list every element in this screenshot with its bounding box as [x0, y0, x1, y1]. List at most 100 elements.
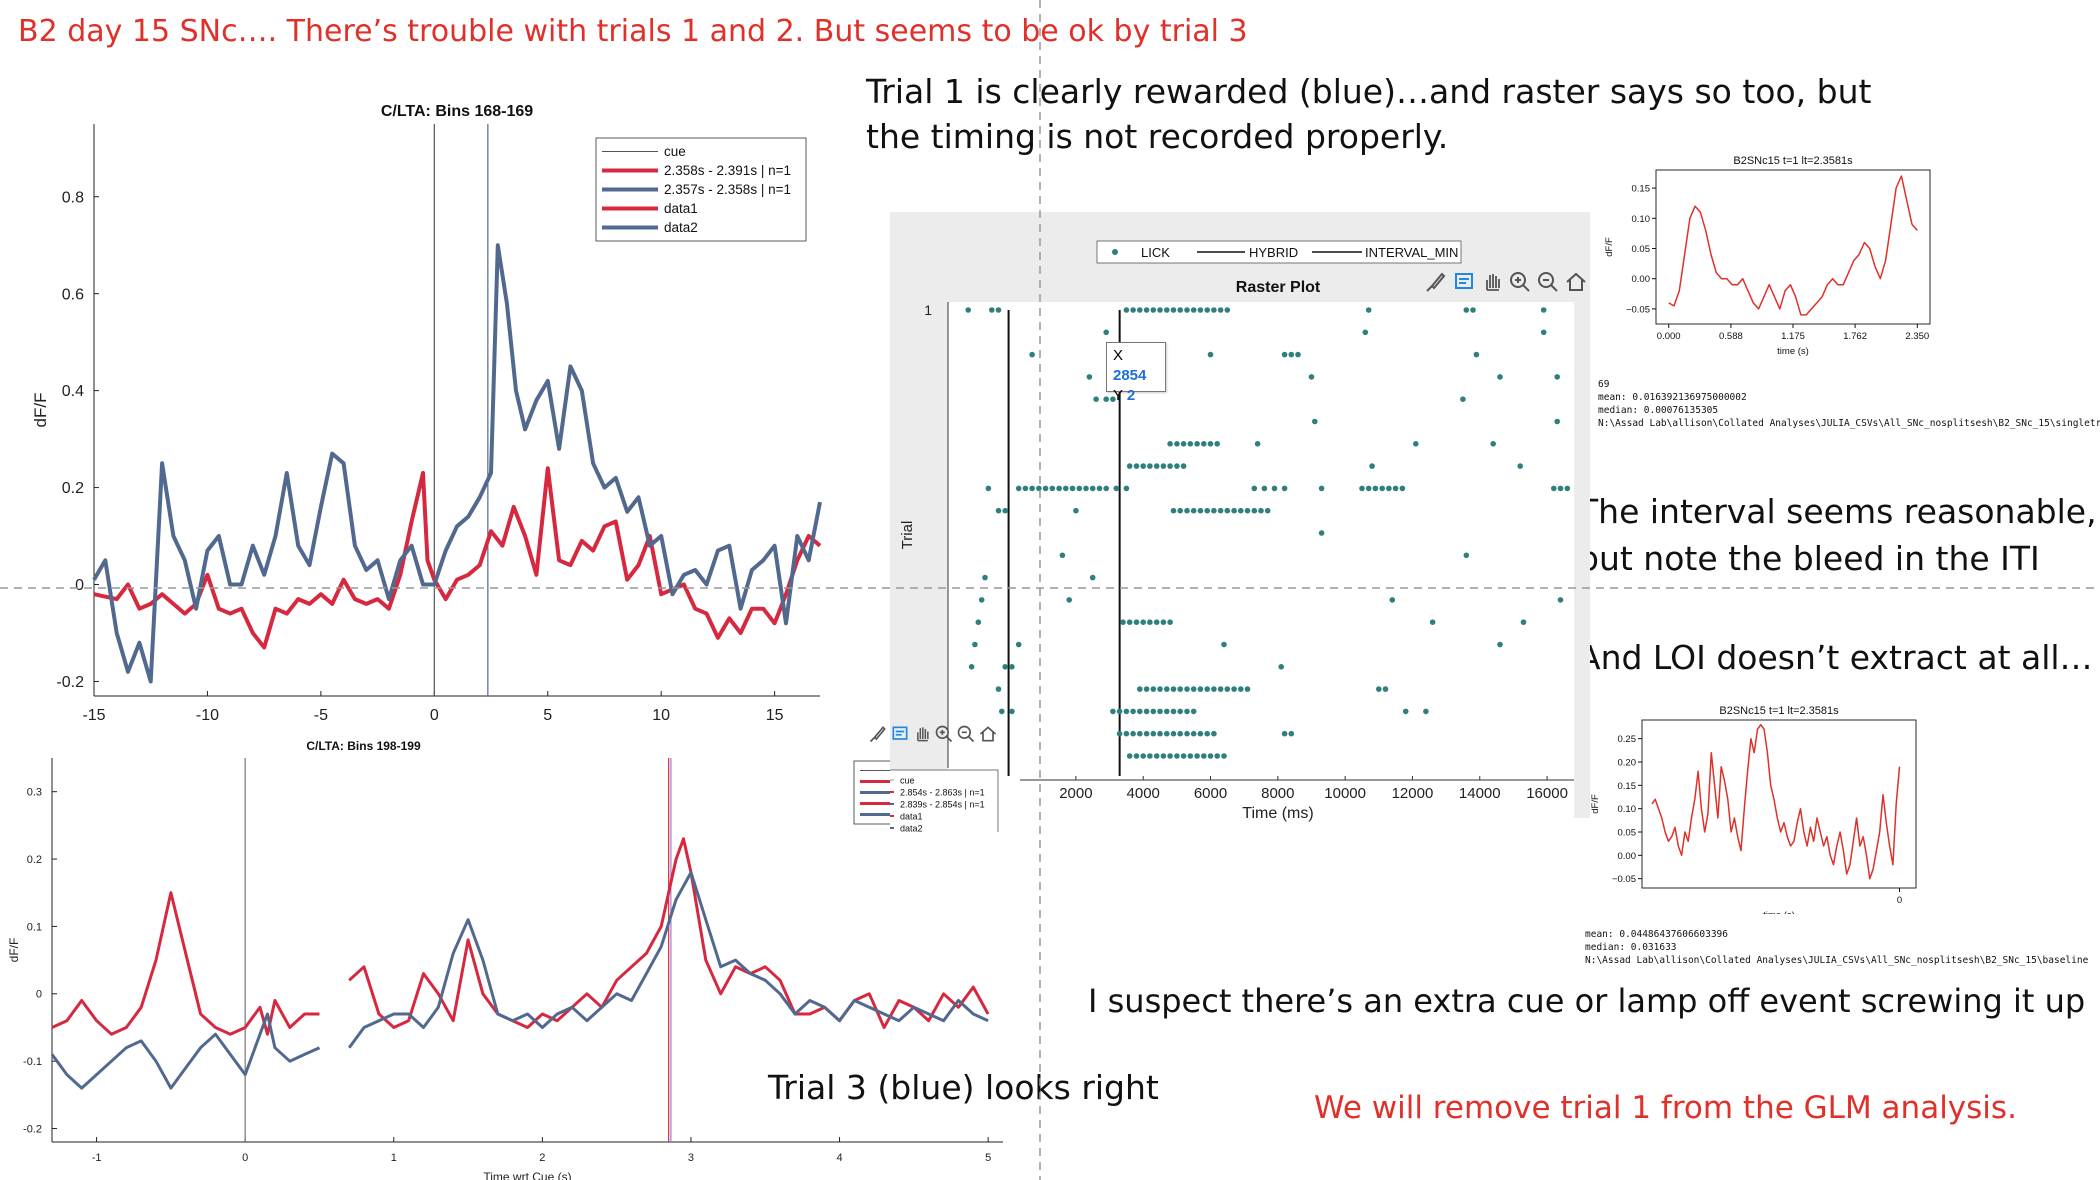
lick-dot — [1150, 307, 1157, 313]
lick-dot — [1258, 507, 1264, 514]
lick-dot — [1221, 641, 1227, 648]
note-interval-line2: but note the bleed in the ITI — [1578, 539, 2040, 578]
lick-dot — [1281, 351, 1288, 358]
x-tick-label: 4000 — [1127, 785, 1160, 802]
x-tick-label: 2000 — [1059, 785, 1092, 802]
lick-dot — [1254, 441, 1261, 447]
datatip-icon[interactable] — [890, 724, 910, 744]
lick-dot — [1140, 619, 1146, 625]
lick-dot — [1190, 307, 1197, 313]
lick-dot — [1140, 753, 1146, 759]
lick-dot — [1170, 307, 1177, 313]
lick-dot — [975, 619, 982, 625]
lick-dot — [1214, 441, 1220, 447]
lick-dot — [1126, 753, 1133, 759]
datatip-icon[interactable] — [1452, 270, 1476, 294]
lick-dot — [1143, 708, 1150, 715]
brush-icon[interactable] — [868, 724, 888, 744]
lick-dot — [978, 597, 985, 603]
lick-dot — [965, 307, 971, 313]
lick-dot — [1204, 307, 1210, 313]
lick-dot — [1497, 641, 1503, 648]
lick-dot — [1308, 374, 1315, 380]
lick-dot — [1177, 307, 1183, 313]
home-icon[interactable] — [1564, 270, 1588, 294]
legend-label: LICK — [1141, 245, 1170, 260]
y-tick-label: -0.2 — [56, 674, 84, 691]
lick-dot — [1170, 708, 1177, 715]
series-line-data2-0 — [50, 1012, 321, 1090]
pan-hand-icon[interactable] — [912, 724, 932, 744]
legend-swatch-lick — [1112, 249, 1118, 255]
datatip-y-label: Y — [1113, 387, 1123, 404]
lick-dot — [1177, 686, 1183, 692]
lick-dot — [1204, 730, 1210, 737]
lick-dot — [1217, 507, 1224, 514]
x-tick-label: 8000 — [1261, 785, 1294, 802]
lick-dot — [1190, 730, 1197, 737]
lick-dot — [1167, 753, 1173, 759]
lick-dot — [1190, 708, 1197, 715]
zoom-out-icon[interactable] — [956, 724, 976, 744]
lick-dot — [999, 708, 1005, 715]
lick-dot — [1204, 507, 1210, 514]
legend-label: INTERVAL_MIN — [1365, 245, 1458, 260]
zoom-in-icon[interactable] — [1508, 270, 1532, 294]
x-tick-label: 0.000 — [1657, 331, 1681, 342]
lick-dot — [1063, 485, 1069, 492]
y-tick-label: 0.6 — [62, 286, 84, 303]
x-tick-label: 3 — [688, 1152, 694, 1164]
y-tick-label: 0.25 — [1618, 734, 1637, 745]
note-trial1-line2: the timing is not recorded properly. — [866, 117, 1449, 156]
series-line-data2-0 — [92, 243, 822, 684]
zoom-in-icon[interactable] — [934, 724, 954, 744]
lick-dot — [982, 574, 988, 581]
lick-dot — [1157, 686, 1163, 692]
lick-dot — [1177, 507, 1183, 514]
lick-dot — [1184, 507, 1190, 514]
y-tick-label: 0 — [36, 989, 42, 1001]
y-tick-label: 0.2 — [62, 480, 84, 497]
home-icon[interactable] — [978, 724, 998, 744]
brush-icon[interactable] — [1424, 270, 1448, 294]
lick-dot — [1221, 753, 1227, 759]
lick-dot — [1251, 485, 1258, 492]
y-tick-label: 0.15 — [1632, 184, 1651, 195]
y-tick-label: 0.15 — [1618, 781, 1637, 792]
chart-title: C/LTA: Bins 168-169 — [381, 103, 533, 120]
lick-dot — [1143, 730, 1150, 737]
lick-dot — [1174, 463, 1180, 469]
y-tick-label: 0.4 — [62, 383, 84, 400]
lick-dot — [1170, 507, 1177, 514]
lick-dot — [1160, 463, 1167, 469]
lick-dot — [1110, 708, 1116, 715]
legend-label: cue — [900, 776, 915, 786]
lick-dot — [1207, 351, 1214, 358]
lick-dot — [1278, 664, 1284, 670]
lick-dot — [1362, 329, 1369, 336]
lick-dot — [1429, 619, 1436, 625]
lick-dot — [1153, 619, 1160, 625]
lick-dot — [1153, 463, 1160, 469]
y-axis-label: Trial — [899, 521, 916, 550]
lick-dot — [1180, 441, 1187, 447]
lick-dot — [1211, 730, 1217, 737]
x-tick-label: 4 — [836, 1152, 842, 1164]
lick-dot — [1083, 485, 1089, 492]
x-tick-label: 16000 — [1526, 785, 1568, 802]
pan-hand-icon[interactable] — [1480, 270, 1504, 294]
stats-baseline-line1: mean: 0.04486437606603396 — [1585, 929, 1728, 940]
lick-dot — [1551, 485, 1557, 492]
raster-datatip[interactable]: X 2854 Y 2 — [1106, 342, 1166, 404]
x-tick-label: 2.350 — [1905, 331, 1929, 342]
lick-dot — [1463, 552, 1470, 559]
zoom-out-icon[interactable] — [1536, 270, 1560, 294]
datatip-y-value: 2 — [1126, 387, 1136, 404]
stats-baseline: mean: 0.04486437606603396 median: 0.0316… — [1585, 928, 2088, 967]
y-tick-label: 0.05 — [1618, 828, 1637, 839]
stats-singletrial-line3: median: 0.00076135305 — [1598, 405, 1719, 416]
lick-dot — [1281, 485, 1288, 492]
note-suspect: I suspect there’s an extra cue or lamp o… — [1088, 982, 2086, 1020]
lick-dot — [1153, 753, 1160, 759]
x-tick-label: 2 — [539, 1152, 545, 1164]
